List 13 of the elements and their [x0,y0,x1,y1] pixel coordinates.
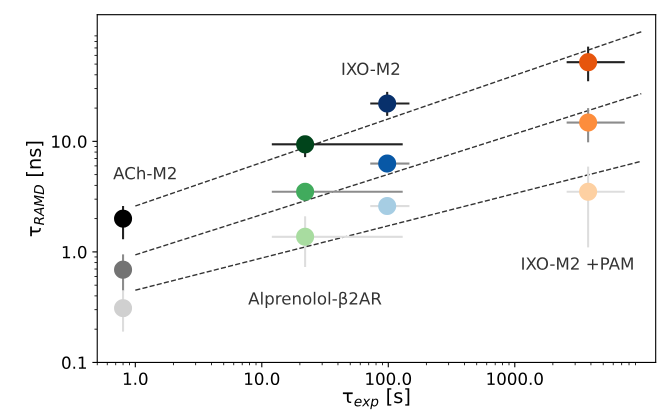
x-tick-label: 100.0 [366,372,412,386]
annotation: Alprenolol-β2AR [248,292,382,308]
x-tick-label: 10.0 [245,372,280,386]
y-tick-label: 1.0 [62,246,86,258]
x-tick-label: 1000.0 [487,372,543,386]
y-tick-label: 10.0 [52,135,86,148]
annotation: IXO-M2 +PAM [522,257,633,270]
x-axis-title: τ$_{exp}$ [s] [342,388,410,410]
annotation: IXO-M2 [342,62,400,76]
y-axis-title: τ$_{RAMD}$ [ns] [26,142,44,236]
y-tick-label: 0.1 [62,356,86,370]
x-tick-label: 1.0 [124,372,148,386]
annotation: ACh-M2 [113,166,176,180]
